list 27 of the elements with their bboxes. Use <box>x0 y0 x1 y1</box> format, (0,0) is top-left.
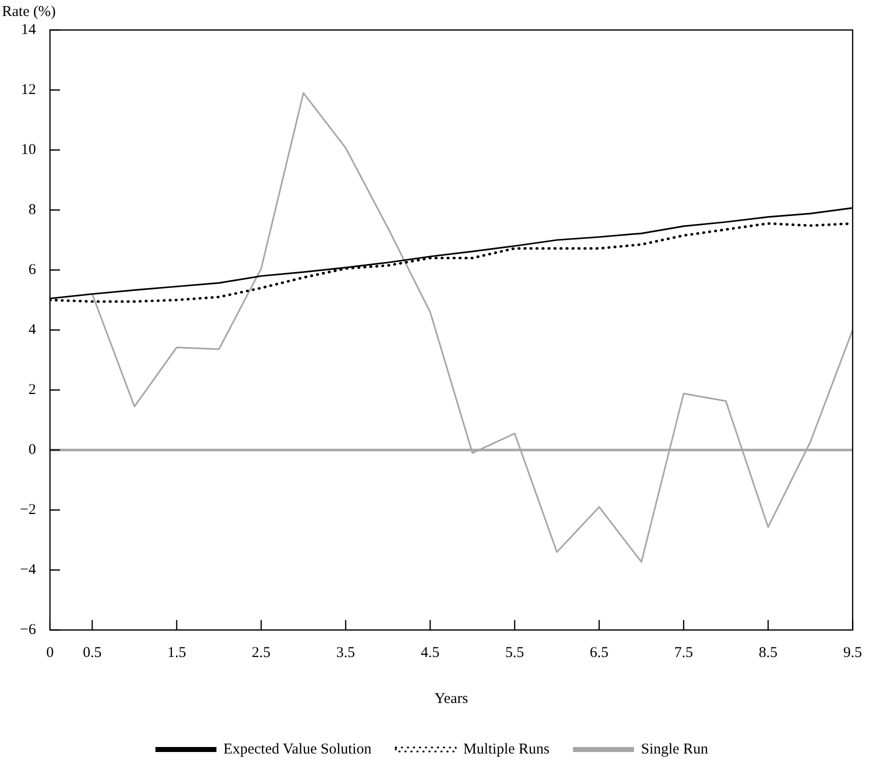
x-tick-label: 5.5 <box>505 644 524 661</box>
x-tick-label: 6.5 <box>590 644 609 661</box>
y-axis-title: Rate (%) <box>2 4 56 20</box>
y-tick-label: 10 <box>20 142 36 158</box>
x-tick-label: 0 <box>46 644 54 661</box>
y-tick-label: 2 <box>28 382 36 398</box>
x-tick-label: 9.5 <box>843 644 862 661</box>
y-tick-label: 14 <box>20 22 36 38</box>
x-tick-label: 1.5 <box>167 644 186 661</box>
x-tick-label: 0.5 <box>82 644 102 661</box>
y-tick-label: 12 <box>20 82 36 98</box>
x-axis-title: Years <box>434 690 468 707</box>
legend-label: Single Run <box>640 741 709 758</box>
y-tick-label: −4 <box>20 562 36 578</box>
x-tick-label: 4.5 <box>420 644 440 661</box>
legend-label: Multiple Runs <box>463 741 550 758</box>
y-tick-label: −2 <box>20 502 36 518</box>
y-tick-label: 0 <box>28 442 36 458</box>
x-tick-label: 8.5 <box>758 644 778 661</box>
y-tick-label: 4 <box>28 322 36 338</box>
x-tick-label: 2.5 <box>252 644 271 661</box>
x-tick-label: 7.5 <box>674 644 694 661</box>
y-tick-label: 8 <box>28 202 36 218</box>
y-tick-label: −6 <box>20 622 36 638</box>
x-tick-label: 3.5 <box>336 644 356 661</box>
y-tick-label: 6 <box>28 262 36 278</box>
legend-label: Expected Value Solution <box>223 741 372 758</box>
